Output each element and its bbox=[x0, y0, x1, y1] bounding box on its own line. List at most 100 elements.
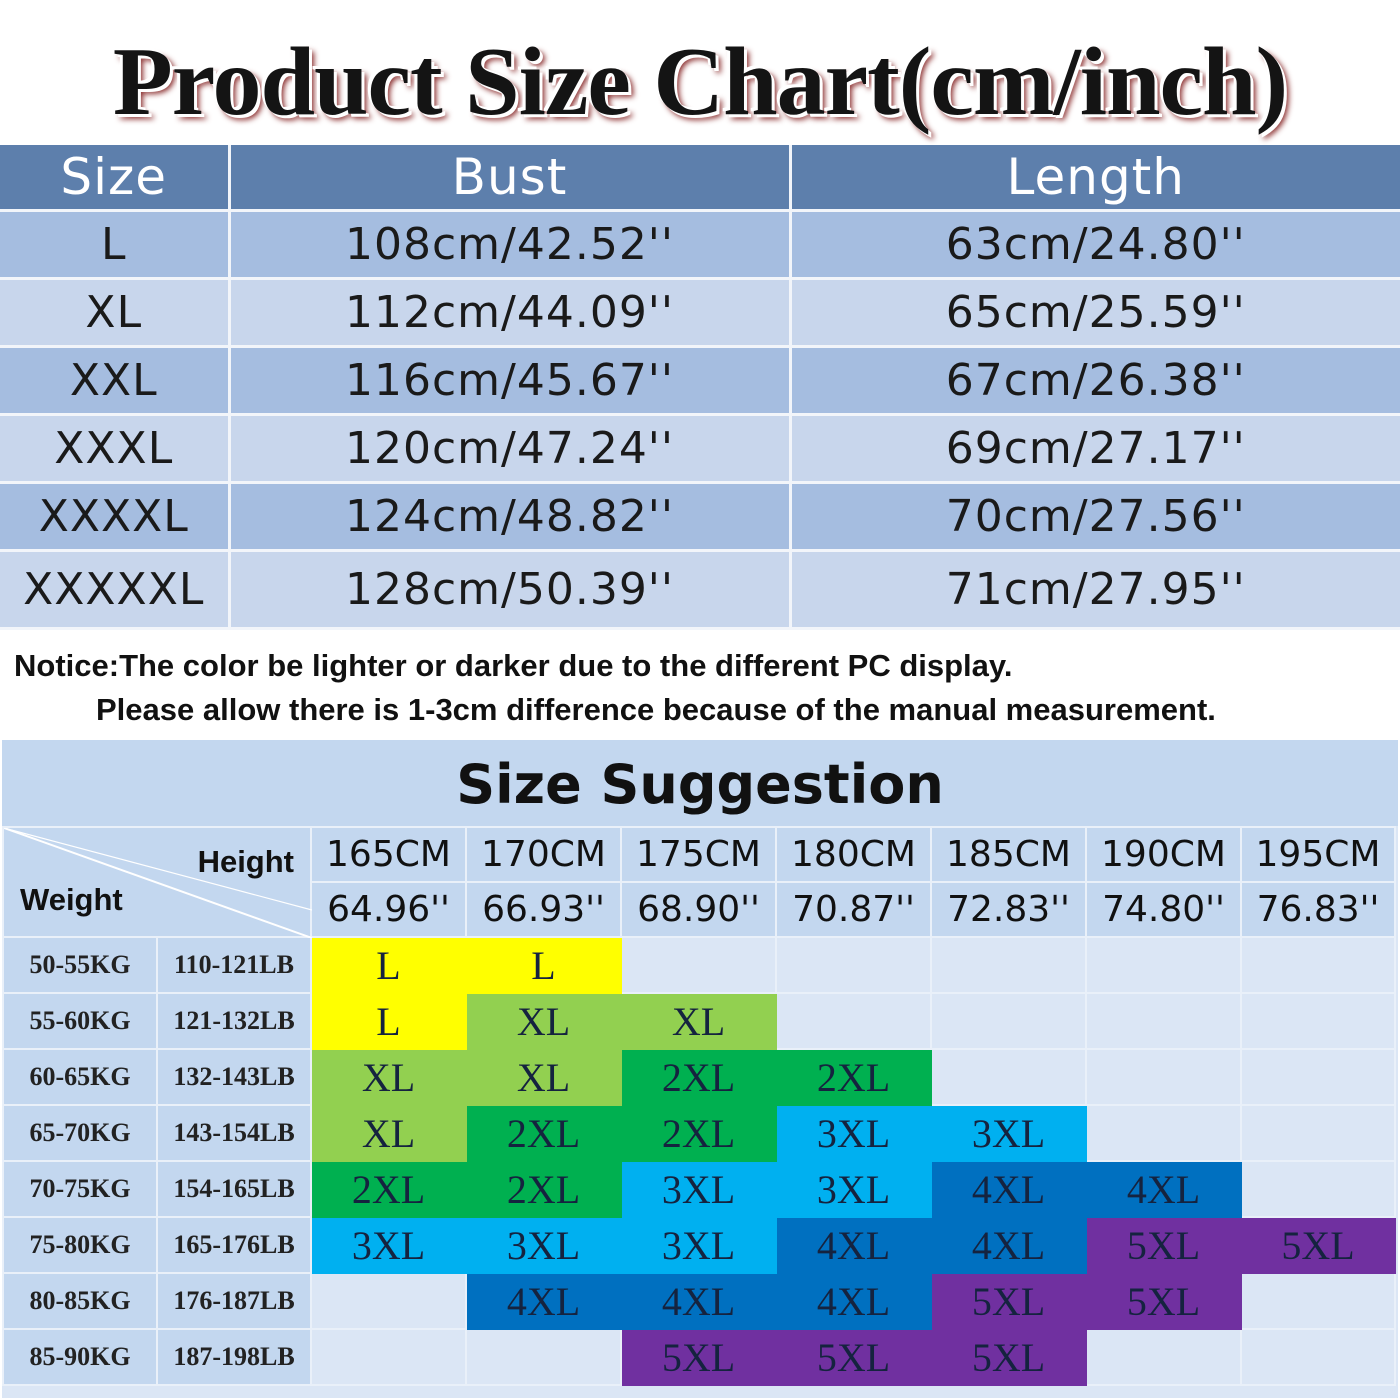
size-recommendation-cell: 4XL bbox=[930, 1216, 1087, 1274]
weight-kg-cell: 70-75KG bbox=[2, 1160, 158, 1218]
empty-cell bbox=[620, 936, 777, 994]
weight-lb-cell: 110-121LB bbox=[156, 936, 312, 994]
size-recommendation-cell: XL bbox=[465, 1048, 622, 1106]
size-recommendation-cell: 4XL bbox=[930, 1160, 1087, 1218]
size-cell: L bbox=[0, 210, 231, 280]
weight-row: 80-85KG 176-187LB 4XL 4XL 4XL 5XL 5XL bbox=[2, 1272, 1396, 1330]
height-cm-cell: 185CM bbox=[930, 826, 1087, 883]
height-cm-cell: 195CM bbox=[1240, 826, 1396, 883]
length-cell: 71cm/27.95'' bbox=[790, 550, 1400, 630]
bust-cell: 120cm/47.24'' bbox=[229, 414, 792, 484]
height-inch-cell: 74.80'' bbox=[1085, 881, 1242, 938]
size-recommendation-cell: 5XL bbox=[775, 1328, 932, 1386]
empty-cell bbox=[930, 992, 1087, 1050]
height-cm-cell: 175CM bbox=[620, 826, 777, 883]
weight-lb-cell: 121-132LB bbox=[156, 992, 312, 1050]
bust-cell: 112cm/44.09'' bbox=[229, 278, 792, 348]
weight-lb-cell: 176-187LB bbox=[156, 1272, 312, 1330]
size-recommendation-cell: 4XL bbox=[775, 1272, 932, 1330]
size-cell: XXL bbox=[0, 346, 231, 416]
size-recommendation-cell: 2XL bbox=[310, 1160, 467, 1218]
height-cm-cell: 165CM bbox=[310, 826, 467, 883]
size-recommendation-cell: 3XL bbox=[310, 1216, 467, 1274]
size-recommendation-cell: L bbox=[465, 936, 622, 994]
weight-lb-cell: 187-198LB bbox=[156, 1328, 312, 1386]
size-recommendation-cell: XL bbox=[310, 1048, 467, 1106]
empty-cell bbox=[1085, 1048, 1242, 1106]
size-cell: XL bbox=[0, 278, 231, 348]
empty-cell bbox=[1085, 1104, 1242, 1162]
chart-title: Product Size Chart(cm/inch) bbox=[112, 28, 1288, 136]
header-bust: Bust bbox=[229, 145, 792, 212]
empty-cell bbox=[775, 992, 932, 1050]
height-cm-cell: 180CM bbox=[775, 826, 932, 883]
height-inch-cell: 66.93'' bbox=[465, 881, 622, 938]
weight-row: 65-70KG 143-154LB XL 2XL 2XL 3XL 3XL bbox=[2, 1104, 1396, 1162]
size-recommendation-cell: 3XL bbox=[465, 1216, 622, 1274]
height-inch-cell: 72.83'' bbox=[930, 881, 1087, 938]
weight-label: Weight bbox=[20, 882, 123, 917]
size-recommendation-cell: 5XL bbox=[930, 1272, 1087, 1330]
height-inch-row: 64.96'' 66.93'' 68.90'' 70.87'' 72.83'' 74.80… bbox=[3, 881, 1396, 938]
size-recommendation-cell: 3XL bbox=[930, 1104, 1087, 1162]
table-row: XXXL 120cm/47.24'' 69cm/27.17'' bbox=[0, 414, 1400, 484]
size-recommendation-cell: 5XL bbox=[620, 1328, 777, 1386]
notice-line-2: Please allow there is 1-3cm difference b… bbox=[96, 692, 1216, 727]
empty-cell bbox=[1240, 1328, 1396, 1386]
size-recommendation-cell: 4XL bbox=[775, 1216, 932, 1274]
size-recommendation-cell: 5XL bbox=[1240, 1216, 1396, 1274]
size-recommendation-cell: 2XL bbox=[620, 1048, 777, 1106]
size-recommendation-cell: XL bbox=[465, 992, 622, 1050]
length-cell: 65cm/25.59'' bbox=[790, 278, 1400, 348]
weight-lb-cell: 143-154LB bbox=[156, 1104, 312, 1162]
weight-kg-cell: 60-65KG bbox=[2, 1048, 158, 1106]
height-cm-cell: 170CM bbox=[465, 826, 622, 883]
length-cell: 69cm/27.17'' bbox=[790, 414, 1400, 484]
weight-kg-cell: 85-90KG bbox=[2, 1328, 158, 1386]
size-recommendation-cell: L bbox=[310, 992, 467, 1050]
size-cell: XXXXXL bbox=[0, 550, 231, 630]
weight-lb-cell: 165-176LB bbox=[156, 1216, 312, 1274]
weight-kg-cell: 55-60KG bbox=[2, 992, 158, 1050]
size-table: Size Bust Length L 108cm/42.52'' 63cm/24… bbox=[0, 145, 1400, 630]
size-recommendation-cell: 4XL bbox=[1085, 1160, 1242, 1218]
weight-row: 70-75KG 154-165LB 2XL 2XL 3XL 3XL 4XL 4XL bbox=[2, 1160, 1396, 1218]
size-recommendation-cell: 2XL bbox=[465, 1104, 622, 1162]
size-suggestion-title: Size Suggestion bbox=[2, 740, 1398, 826]
bust-cell: 128cm/50.39'' bbox=[229, 550, 792, 630]
size-recommendation-cell: 5XL bbox=[1085, 1216, 1242, 1274]
size-recommendation-cell: 4XL bbox=[465, 1272, 622, 1330]
size-recommendation-cell: 3XL bbox=[775, 1104, 932, 1162]
length-cell: 67cm/26.38'' bbox=[790, 346, 1400, 416]
size-suggestion-panel: Size Suggestion Height Weight 165CM 170CM… bbox=[2, 740, 1398, 1398]
table-row: XXXXXL 128cm/50.39'' 71cm/27.95'' bbox=[0, 550, 1400, 630]
length-cell: 63cm/24.80'' bbox=[790, 210, 1400, 280]
size-recommendation-cell: 2XL bbox=[620, 1104, 777, 1162]
header-length: Length bbox=[790, 145, 1400, 212]
bust-cell: 108cm/42.52'' bbox=[229, 210, 792, 280]
empty-cell bbox=[1085, 1328, 1242, 1386]
empty-cell bbox=[1085, 936, 1242, 994]
size-cell: XXXXL bbox=[0, 482, 231, 552]
notice-line-1: Notice:The color be lighter or darker du… bbox=[14, 648, 1013, 683]
weight-lb-cell: 132-143LB bbox=[156, 1048, 312, 1106]
size-recommendation-cell: XL bbox=[620, 992, 777, 1050]
length-cell: 70cm/27.56'' bbox=[790, 482, 1400, 552]
table-row: XL 112cm/44.09'' 65cm/25.59'' bbox=[0, 278, 1400, 348]
grid-corner: Height Weight bbox=[2, 826, 312, 938]
height-inch-cell: 64.96'' bbox=[310, 881, 467, 938]
height-label: Height bbox=[197, 844, 294, 879]
size-recommendation-cell: L bbox=[310, 936, 467, 994]
empty-cell bbox=[930, 1048, 1087, 1106]
empty-cell bbox=[310, 1272, 467, 1330]
size-recommendation-cell: XL bbox=[310, 1104, 467, 1162]
size-recommendation-cell: 3XL bbox=[620, 1160, 777, 1218]
weight-kg-cell: 50-55KG bbox=[2, 936, 158, 994]
table-row: XXL 116cm/45.67'' 67cm/26.38'' bbox=[0, 346, 1400, 416]
empty-cell bbox=[310, 1328, 467, 1386]
weight-row: 60-65KG 132-143LB XL XL 2XL 2XL bbox=[2, 1048, 1396, 1106]
bust-cell: 124cm/48.82'' bbox=[229, 482, 792, 552]
size-recommendation-cell: 2XL bbox=[465, 1160, 622, 1218]
weight-kg-cell: 65-70KG bbox=[2, 1104, 158, 1162]
weight-row: 55-60KG 121-132LB L XL XL bbox=[2, 992, 1396, 1050]
